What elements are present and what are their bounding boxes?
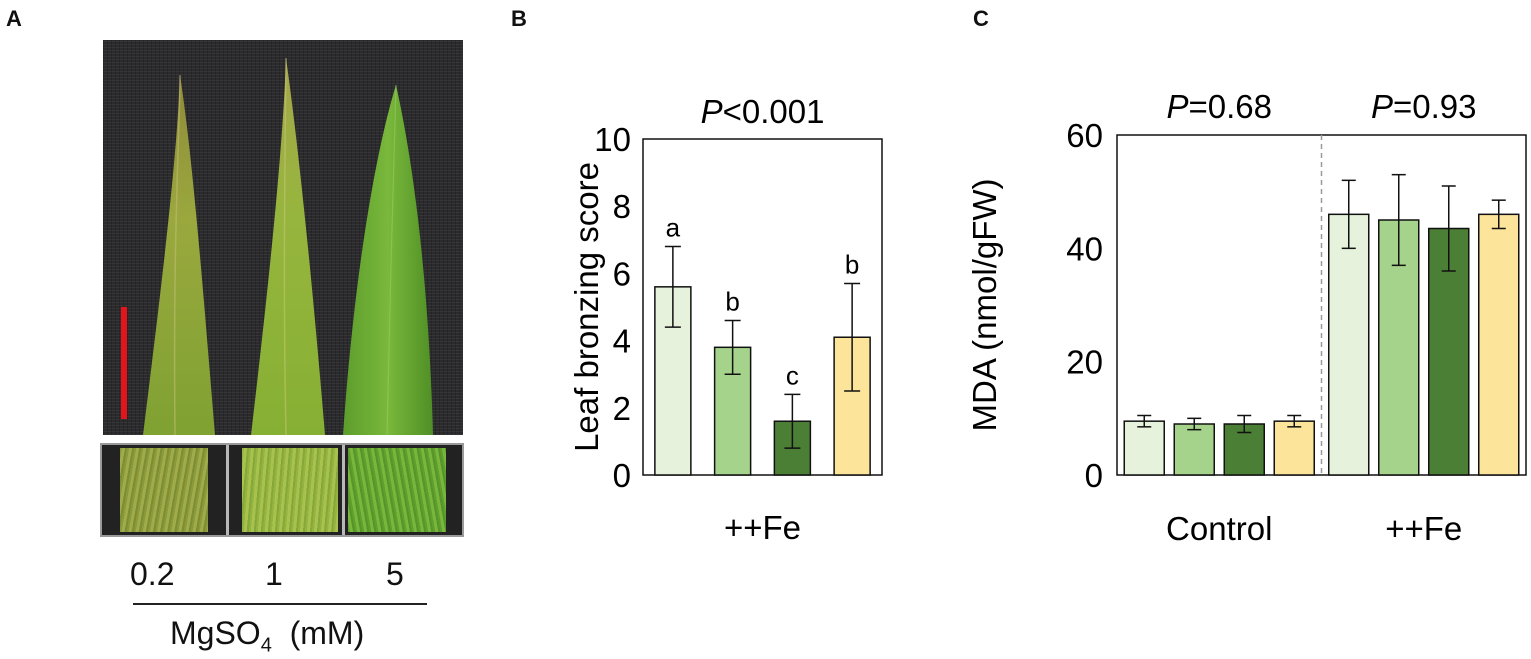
y-tick-label: 8 [613, 188, 631, 225]
chart-mda: 0 20 40 60 MDA (nmol/gFW) P=0.68 Control P=0.93… [966, 88, 1527, 547]
scale-bar [121, 307, 127, 419]
bar [1328, 213, 1370, 476]
zoom-strip [100, 443, 464, 537]
chart-leaf-bronzing: 0 2 4 6 8 10 Leaf bronzing score a b c b P<0.001 ++F… [568, 93, 883, 546]
panel-letter-b: B [511, 6, 527, 31]
plot-frame [642, 138, 883, 476]
x-group-label: ++Fe [1385, 510, 1462, 547]
zoom-divider [342, 445, 345, 535]
y-tick-label: 20 [1066, 344, 1103, 381]
concentration-label: 0.2 [130, 556, 175, 592]
panel-letter-c: C [973, 6, 989, 31]
x-group-label: ++Fe [724, 509, 801, 546]
bar [1478, 213, 1520, 476]
p-value-label: P<0.001 [701, 93, 825, 130]
bar [1123, 420, 1165, 476]
y-tick-label: 0 [613, 457, 631, 494]
significance-letter: c [786, 360, 799, 390]
zoom-leaf-high-mg [348, 448, 446, 532]
leaf-mid-mg [251, 58, 325, 435]
x-group-label: Control [1166, 510, 1272, 547]
axis-title-subscript: 4 [260, 634, 272, 657]
concentration-axis-title: MgSO4 (mM) [170, 615, 364, 657]
y-tick-label: 0 [1085, 457, 1103, 494]
significance-letter: a [666, 213, 681, 243]
zoom-divider [226, 445, 229, 535]
y-tick-label: 2 [613, 390, 631, 427]
leaf-photograph [103, 40, 463, 435]
leaf-low-mg [143, 75, 215, 435]
concentration-label: 5 [386, 556, 404, 592]
leaf-high-mg [343, 85, 433, 435]
zoom-leaf-low-mg [120, 448, 208, 532]
y-axis-title: MDA (nmol/gFW) [966, 178, 1003, 431]
bar [1173, 423, 1215, 476]
concentration-label: 1 [265, 556, 283, 592]
y-axis-title: Leaf bronzing score [568, 162, 605, 452]
zoom-leaf-mid-mg [242, 448, 338, 532]
axis-title-unit: (mM) [289, 615, 365, 651]
y-tick-label: 60 [1066, 117, 1103, 154]
significance-letter: b [725, 286, 739, 316]
panel-letter-a: A [6, 6, 22, 31]
p-value-label: P=0.93 [1371, 88, 1477, 125]
significance-letter: b [845, 249, 859, 279]
p-value-label: P=0.68 [1166, 88, 1272, 125]
y-tick-label: 6 [613, 255, 631, 292]
axis-title-main: MgSO [170, 615, 261, 651]
bar [1273, 420, 1315, 476]
y-tick-label: 10 [594, 121, 631, 158]
y-tick-label: 4 [613, 323, 631, 360]
y-tick-label: 40 [1066, 230, 1103, 267]
concentration-rule [133, 603, 427, 605]
